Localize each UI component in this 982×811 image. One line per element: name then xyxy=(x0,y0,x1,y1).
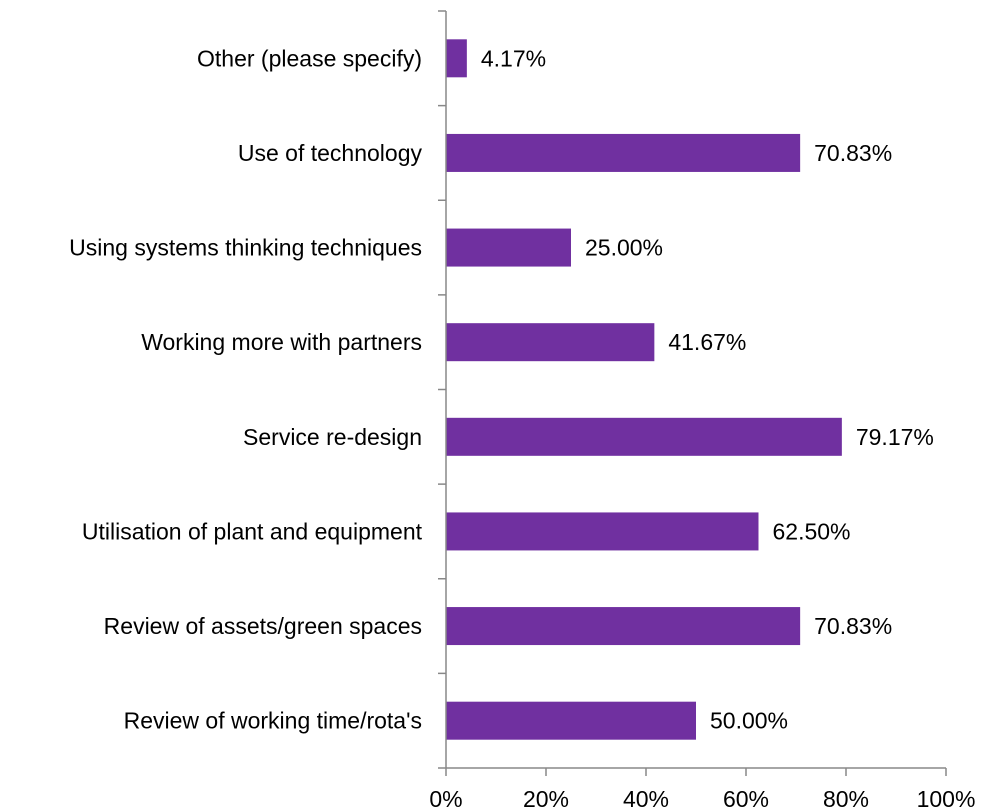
bar xyxy=(446,607,801,646)
data-label: 4.17% xyxy=(481,45,546,71)
x-tick-label: 80% xyxy=(823,786,869,811)
data-label: 70.83% xyxy=(814,140,892,166)
data-label: 70.83% xyxy=(814,613,892,639)
category-label: Using systems thinking techniques xyxy=(69,235,422,261)
category-label: Working more with partners xyxy=(141,329,422,355)
bar xyxy=(446,39,467,78)
bars-layer xyxy=(446,39,842,740)
data-label: 62.50% xyxy=(773,518,851,544)
x-tick-label: 60% xyxy=(723,786,769,811)
data-label: 41.67% xyxy=(668,329,746,355)
axes-layer xyxy=(438,10,947,776)
bar xyxy=(446,417,842,456)
x-tick-label: 0% xyxy=(429,786,462,811)
bar xyxy=(446,133,801,172)
data-label: 79.17% xyxy=(856,424,934,450)
data-label: 25.00% xyxy=(585,235,663,261)
category-label: Use of technology xyxy=(238,140,423,166)
x-tick-label: 20% xyxy=(523,786,569,811)
x-tick-label: 40% xyxy=(623,786,669,811)
category-label: Utilisation of plant and equipment xyxy=(82,518,423,544)
category-label: Review of working time/rota's xyxy=(124,708,422,734)
bar xyxy=(446,512,759,551)
category-label: Service re-design xyxy=(243,424,422,450)
bar xyxy=(446,323,655,362)
x-tick-label: 100% xyxy=(917,786,976,811)
data-label: 50.00% xyxy=(710,708,788,734)
category-label: Other (please specify) xyxy=(197,45,422,71)
labels-layer: 4.17% Other (please specify) 70.83% Use of … xyxy=(69,45,975,811)
bar xyxy=(446,701,696,740)
bar xyxy=(446,228,571,267)
category-label: Review of assets/green spaces xyxy=(104,613,422,639)
